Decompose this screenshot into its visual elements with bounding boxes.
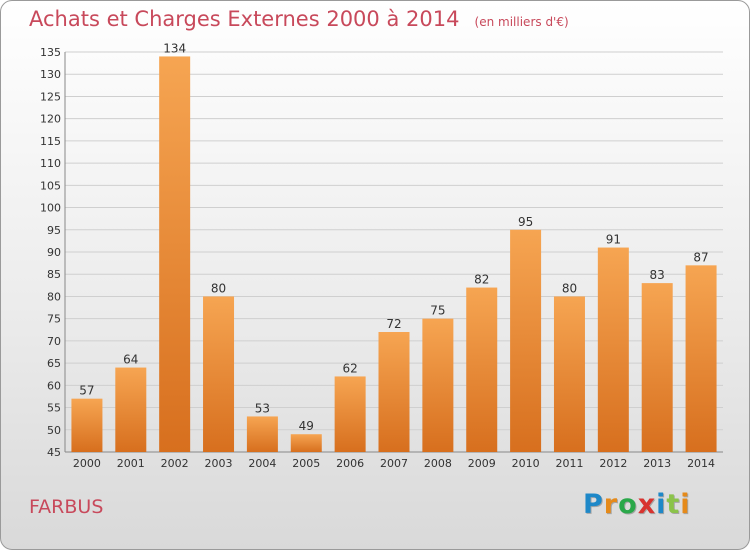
y-tick-label: 135 (40, 46, 61, 59)
x-tick-label: 2013 (643, 457, 671, 470)
logo-letter: x (637, 489, 657, 520)
y-tick-label: 105 (40, 179, 61, 192)
bar-2006 (334, 376, 366, 452)
value-label: 53 (255, 401, 270, 415)
x-tick-label: 2005 (292, 457, 320, 470)
y-tick-label: 110 (40, 157, 61, 170)
y-tick-label: 55 (47, 402, 61, 415)
bar-2001 (115, 367, 147, 452)
x-tick-label: 2004 (248, 457, 276, 470)
value-label: 49 (299, 419, 314, 433)
y-tick-label: 65 (47, 357, 61, 370)
x-tick-label: 2010 (512, 457, 540, 470)
value-label: 83 (650, 268, 665, 282)
x-tick-label: 2006 (336, 457, 364, 470)
y-tick-label: 115 (40, 135, 61, 148)
y-tick-label: 95 (47, 224, 61, 237)
value-label: 87 (693, 250, 708, 264)
logo-letter: i (680, 489, 691, 520)
logo-letter: r (603, 489, 619, 520)
proxiti-logo: Proxiti (583, 489, 691, 520)
value-label: 134 (163, 41, 186, 55)
y-tick-label: 80 (47, 290, 61, 303)
x-tick-label: 2002 (161, 457, 189, 470)
bar-2003 (203, 296, 235, 452)
bar-2010 (510, 229, 542, 452)
title-row: Achats et Charges Externes 2000 à 2014 (… (29, 7, 569, 31)
bar-2013 (641, 283, 673, 452)
commune-name: FARBUS (29, 496, 104, 518)
value-label: 95 (518, 215, 533, 229)
bar-2007 (378, 332, 410, 452)
bar-2002 (159, 56, 191, 452)
y-tick-label: 85 (47, 268, 61, 281)
y-tick-label: 90 (47, 246, 61, 259)
bar-2000 (71, 398, 103, 452)
y-tick-label: 75 (47, 313, 61, 326)
value-label: 75 (430, 304, 445, 318)
logo-letter: P (583, 489, 604, 520)
value-label: 82 (474, 273, 489, 287)
bar-2011 (553, 296, 585, 452)
logo-letter: i (656, 489, 667, 520)
x-tick-label: 2007 (380, 457, 408, 470)
value-label: 80 (211, 281, 226, 295)
y-tick-label: 50 (47, 424, 61, 437)
y-tick-label: 120 (40, 113, 61, 126)
bar-2012 (597, 247, 629, 452)
x-tick-label: 2001 (117, 457, 145, 470)
value-label: 62 (342, 361, 357, 375)
y-tick-label: 125 (40, 90, 61, 103)
logo-letter: o (618, 489, 638, 520)
y-tick-label: 60 (47, 379, 61, 392)
x-axis: 2000 2001 2002 2003 2004 2005 2006 2007 2008 2009… (73, 457, 715, 470)
chart-title: Achats et Charges Externes 2000 à 2014 (29, 7, 460, 31)
bars: 57 64 134 80 53 49 62 72 75 82 95 80 91 83 87 (71, 41, 717, 452)
x-tick-label: 2008 (424, 457, 452, 470)
x-tick-label: 2009 (468, 457, 496, 470)
value-label: 64 (123, 353, 138, 367)
logo-letter: t (666, 489, 681, 520)
y-tick-label: 70 (47, 335, 61, 348)
y-axis: 45 50 55 60 65 70 75 80 85 90 95 100 105 110 115 120 125… (40, 46, 61, 459)
value-label: 80 (562, 281, 577, 295)
value-label: 91 (606, 233, 621, 247)
value-label: 72 (386, 317, 401, 331)
x-tick-label: 2011 (555, 457, 583, 470)
bar-2008 (422, 318, 454, 452)
bar-2004 (246, 416, 278, 452)
x-tick-label: 2012 (599, 457, 627, 470)
x-tick-label: 2000 (73, 457, 101, 470)
value-label: 57 (79, 384, 94, 398)
bar-2005 (290, 434, 322, 452)
bar-2014 (685, 265, 717, 452)
x-tick-label: 2014 (687, 457, 715, 470)
y-tick-label: 130 (40, 68, 61, 81)
x-tick-label: 2003 (205, 457, 233, 470)
y-tick-label: 100 (40, 202, 61, 215)
chart-subtitle: (en milliers d'€) (474, 15, 569, 29)
y-tick-label: 45 (47, 446, 61, 459)
bar-2009 (466, 287, 498, 452)
